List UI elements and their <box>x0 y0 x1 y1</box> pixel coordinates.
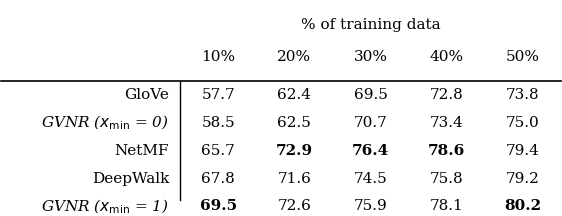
Text: 50%: 50% <box>506 50 540 64</box>
Text: 70.7: 70.7 <box>353 116 387 130</box>
Text: 73.8: 73.8 <box>506 88 540 102</box>
Text: 72.8: 72.8 <box>430 88 464 102</box>
Text: 75.8: 75.8 <box>430 172 463 186</box>
Text: 65.7: 65.7 <box>202 144 235 158</box>
Text: 72.6: 72.6 <box>278 199 311 213</box>
Text: 62.5: 62.5 <box>278 116 311 130</box>
Text: 69.5: 69.5 <box>200 199 237 213</box>
Text: 57.7: 57.7 <box>202 88 235 102</box>
Text: DeepWalk: DeepWalk <box>92 172 169 186</box>
Text: 75.9: 75.9 <box>353 199 387 213</box>
Text: GVNR ($x_{\mathrm{min}}$ = 1): GVNR ($x_{\mathrm{min}}$ = 1) <box>41 197 169 216</box>
Text: 69.5: 69.5 <box>353 88 387 102</box>
Text: 79.4: 79.4 <box>506 144 540 158</box>
Text: 79.2: 79.2 <box>506 172 540 186</box>
Text: 67.8: 67.8 <box>202 172 235 186</box>
Text: 62.4: 62.4 <box>278 88 311 102</box>
Text: 30%: 30% <box>353 50 387 64</box>
Text: 58.5: 58.5 <box>202 116 235 130</box>
Text: 75.0: 75.0 <box>506 116 540 130</box>
Text: 74.5: 74.5 <box>353 172 387 186</box>
Text: GVNR ($x_{\mathrm{min}}$ = 0): GVNR ($x_{\mathrm{min}}$ = 0) <box>41 114 169 132</box>
Text: 10%: 10% <box>201 50 235 64</box>
Text: GloVe: GloVe <box>124 88 169 102</box>
Text: 76.4: 76.4 <box>352 144 389 158</box>
Text: 72.9: 72.9 <box>276 144 313 158</box>
Text: 40%: 40% <box>429 50 464 64</box>
Text: 20%: 20% <box>278 50 311 64</box>
Text: NetMF: NetMF <box>115 144 169 158</box>
Text: 80.2: 80.2 <box>504 199 541 213</box>
Text: 78.1: 78.1 <box>430 199 464 213</box>
Text: 78.6: 78.6 <box>428 144 465 158</box>
Text: 73.4: 73.4 <box>430 116 464 130</box>
Text: % of training data: % of training data <box>301 18 440 32</box>
Text: 71.6: 71.6 <box>278 172 311 186</box>
